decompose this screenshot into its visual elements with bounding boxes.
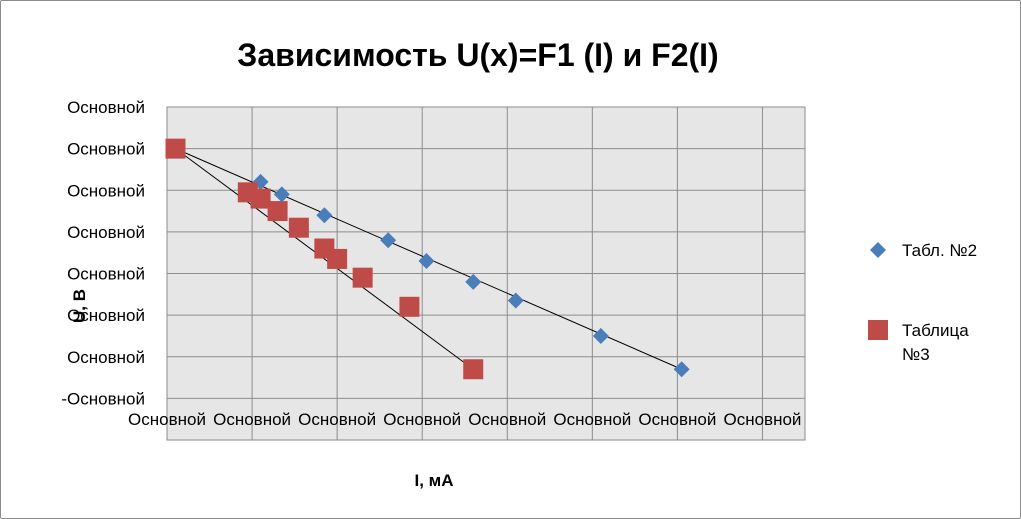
y-tick-label: Основной <box>67 265 145 284</box>
trendline <box>175 148 474 370</box>
legend-label: Табл. №2 <box>902 241 977 260</box>
plot-area <box>166 106 806 441</box>
y-tick-label: Основной <box>67 98 145 117</box>
y-axis-title: U, В <box>70 289 89 323</box>
x-tick-label: Основной <box>298 410 376 429</box>
data-point <box>327 248 348 269</box>
x-tick-label: Основной <box>638 410 716 429</box>
y-tick-label: Основной <box>67 223 145 242</box>
x-tick-label: Основной <box>723 410 801 429</box>
tick-labels: Основной Основной Основной Основной Основной… <box>61 98 801 429</box>
legend-marker <box>870 242 886 258</box>
data-point <box>250 188 271 209</box>
y-tick-label: Основной <box>67 348 145 367</box>
data-point <box>507 292 524 309</box>
data-point <box>399 296 420 317</box>
y-tick-label: Основной <box>67 181 145 200</box>
legend-marker <box>868 320 888 340</box>
legend: Табл. №2 Таблица №3 <box>868 241 977 364</box>
data-point <box>273 186 290 203</box>
x-tick-label: Основной <box>468 410 546 429</box>
data-point <box>380 232 397 249</box>
x-tick-label: Основной <box>553 410 631 429</box>
data-point <box>673 361 690 378</box>
x-tick-label: Основной <box>383 410 461 429</box>
chart-title: Зависимость U(x)=F1 (I) и F2(I) <box>237 37 718 73</box>
legend-label: Таблица №3 <box>902 321 969 364</box>
data-point <box>418 253 435 270</box>
data-point <box>465 273 482 290</box>
data-point <box>592 327 609 344</box>
y-tick-label: Основной <box>67 306 145 325</box>
data-marks <box>165 138 690 380</box>
data-point <box>267 201 288 222</box>
data-point <box>352 267 373 288</box>
x-tick-label: Основной <box>213 410 291 429</box>
data-point <box>288 217 309 238</box>
data-point <box>316 207 333 224</box>
y-tick-label: -Основной <box>61 389 145 408</box>
data-point <box>165 138 186 159</box>
x-tick-label: Основной <box>128 410 206 429</box>
x-axis-title: I, мА <box>414 471 453 490</box>
data-point <box>463 359 484 380</box>
y-tick-label: Основной <box>67 140 145 159</box>
